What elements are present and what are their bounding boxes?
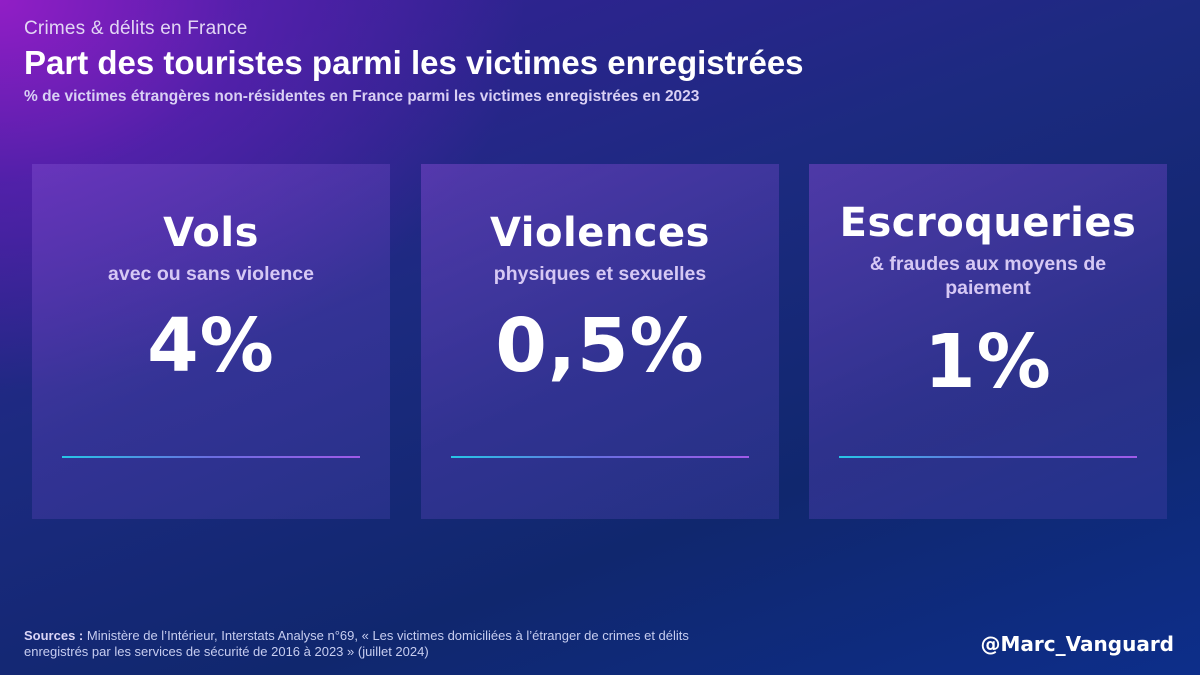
page-subtitle: % de victimes étrangères non-résidentes … [24, 88, 700, 105]
card-subtitle: physiques et sexuelles [493, 263, 707, 285]
card-value: 4% [147, 303, 275, 389]
card-title: Escroqueries [839, 200, 1137, 246]
card-title: Violences [490, 210, 710, 256]
card-subtitle: & fraudes aux moyens de paiement [869, 253, 1107, 299]
card-divider [62, 456, 360, 458]
card-divider [451, 456, 749, 458]
sources-text: Ministère de l’Intérieur, Interstats Ana… [24, 628, 689, 659]
card-subtitle: avec ou sans violence [108, 263, 314, 285]
card-divider [839, 456, 1137, 458]
sources-note: Sources : Ministère de l’Intérieur, Inte… [24, 628, 744, 659]
card-value: 0,5% [495, 303, 705, 389]
kicker: Crimes & délits en France [24, 18, 248, 39]
stat-card-escroqueries: Escroqueries & fraudes aux moyens de pai… [809, 164, 1167, 519]
card-title: Vols [163, 210, 259, 256]
card-value: 1% [924, 319, 1052, 405]
stat-card-vols: Vols avec ou sans violence 4% [32, 164, 390, 519]
page-title: Part des touristes parmi les victimes en… [24, 44, 804, 81]
stat-card-violences: Violences physiques et sexuelles 0,5% [421, 164, 779, 519]
author-handle: @Marc_Vanguard [980, 632, 1174, 656]
sources-label: Sources : [24, 628, 84, 643]
